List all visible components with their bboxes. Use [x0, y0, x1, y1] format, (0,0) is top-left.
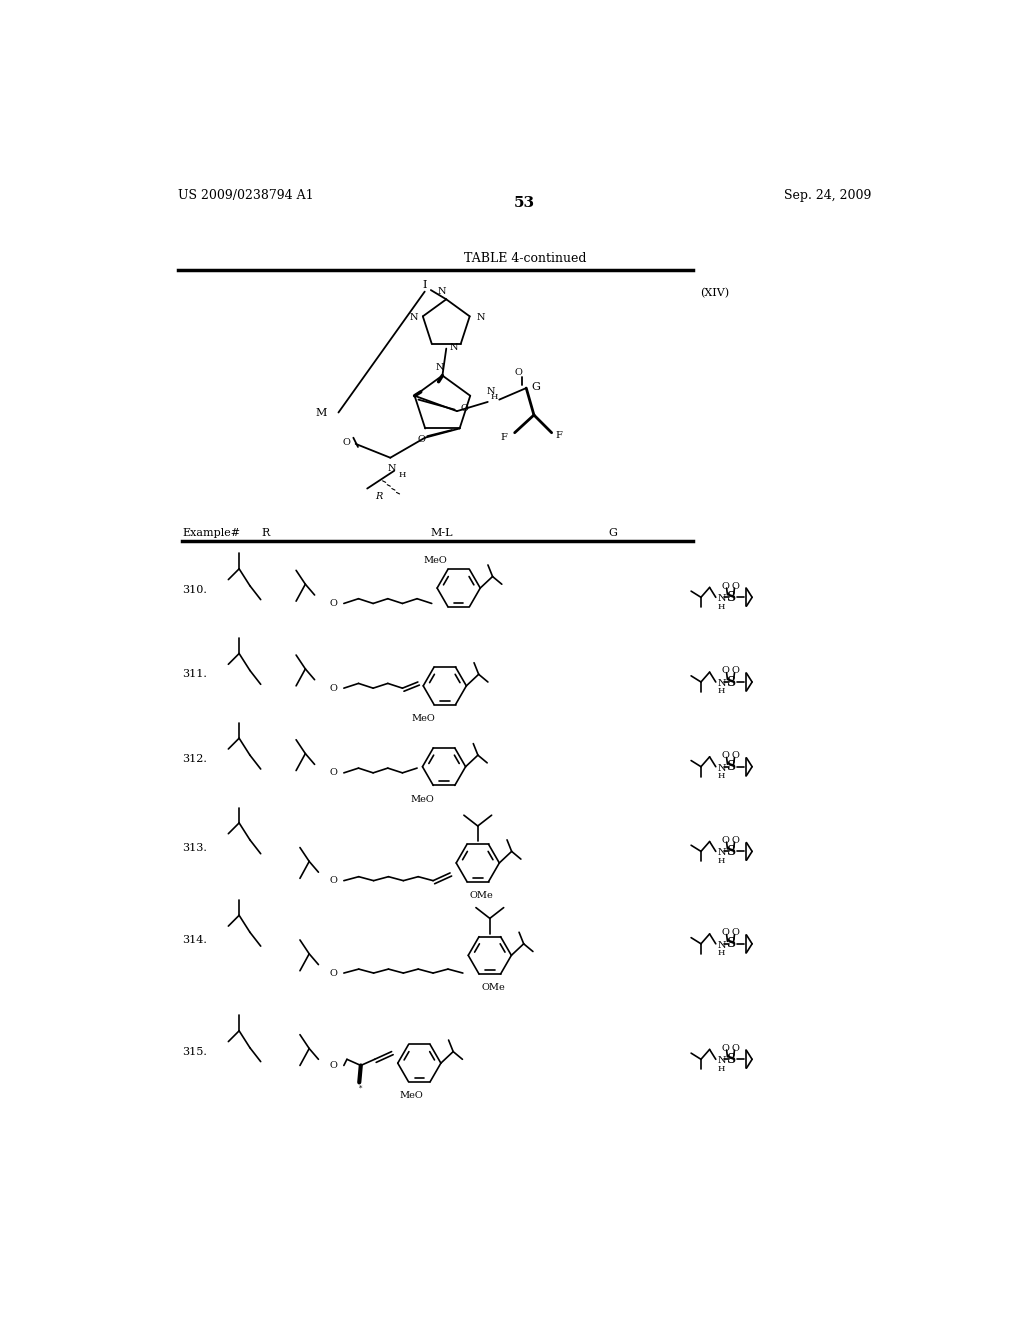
- Text: Sep. 24, 2009: Sep. 24, 2009: [784, 189, 871, 202]
- Text: O: O: [722, 1044, 729, 1053]
- Text: 310.: 310.: [182, 585, 207, 594]
- Text: H: H: [717, 1064, 725, 1073]
- Text: (XIV): (XIV): [700, 288, 729, 298]
- Text: O: O: [329, 599, 337, 609]
- Text: N: N: [435, 363, 443, 372]
- Text: OMe: OMe: [481, 983, 506, 993]
- Text: O: O: [731, 1044, 739, 1053]
- Text: O: O: [329, 969, 337, 978]
- Text: N: N: [717, 764, 726, 772]
- Text: S: S: [726, 937, 735, 950]
- Text: Example#: Example#: [182, 528, 241, 539]
- Text: M-L: M-L: [431, 528, 454, 539]
- Text: 311.: 311.: [182, 669, 207, 680]
- Text: S: S: [726, 591, 735, 603]
- Text: O: O: [329, 876, 337, 886]
- Text: O: O: [722, 667, 729, 676]
- Text: O: O: [722, 582, 729, 591]
- Text: R: R: [261, 528, 269, 539]
- Text: *: *: [359, 1085, 362, 1093]
- Text: N: N: [486, 387, 495, 396]
- Text: O: O: [731, 751, 739, 760]
- Text: S: S: [726, 845, 735, 858]
- Text: O: O: [329, 1061, 337, 1071]
- Text: H: H: [490, 393, 498, 401]
- Text: O: O: [515, 368, 522, 378]
- Text: N: N: [717, 1056, 726, 1065]
- Text: N: N: [410, 313, 418, 322]
- Text: S: S: [726, 1053, 735, 1065]
- Text: O: O: [342, 438, 350, 447]
- Text: G: G: [608, 528, 616, 539]
- Text: N: N: [717, 594, 726, 603]
- Text: N: N: [437, 288, 445, 296]
- Text: R: R: [375, 492, 382, 500]
- Text: N: N: [450, 343, 458, 351]
- Text: H: H: [398, 471, 406, 479]
- Text: 312.: 312.: [182, 754, 207, 764]
- Text: TABLE 4-continued: TABLE 4-continued: [464, 252, 586, 265]
- Text: S: S: [726, 676, 735, 689]
- Text: H: H: [717, 949, 725, 957]
- Text: O: O: [417, 434, 425, 444]
- Text: H: H: [717, 772, 725, 780]
- Text: O: O: [722, 928, 729, 937]
- Text: N: N: [717, 678, 726, 688]
- Text: O: O: [329, 768, 337, 777]
- Text: O: O: [731, 836, 739, 845]
- Text: G: G: [531, 381, 541, 392]
- Text: N: N: [477, 313, 485, 322]
- Text: O: O: [329, 684, 337, 693]
- Text: 314.: 314.: [182, 935, 207, 945]
- Text: O: O: [731, 667, 739, 676]
- Text: US 2009/0238794 A1: US 2009/0238794 A1: [178, 189, 314, 202]
- Text: N: N: [717, 941, 726, 950]
- Text: MeO: MeO: [412, 714, 435, 722]
- Text: O: O: [722, 836, 729, 845]
- Text: OMe: OMe: [470, 891, 494, 900]
- Text: MeO: MeO: [411, 795, 434, 804]
- Text: 53: 53: [514, 197, 536, 210]
- Text: F: F: [500, 433, 507, 442]
- Text: O: O: [731, 928, 739, 937]
- Text: I: I: [423, 280, 427, 290]
- Text: 315.: 315.: [182, 1047, 207, 1056]
- Text: M: M: [315, 408, 327, 417]
- Text: N: N: [717, 849, 726, 858]
- Text: N: N: [388, 465, 396, 473]
- Text: F: F: [555, 432, 562, 441]
- Text: H: H: [717, 602, 725, 611]
- Text: O: O: [722, 751, 729, 760]
- Text: S: S: [726, 760, 735, 774]
- Text: O: O: [731, 582, 739, 591]
- Text: MeO: MeO: [399, 1092, 424, 1100]
- Text: H: H: [717, 688, 725, 696]
- Text: MeO: MeO: [424, 556, 447, 565]
- Text: 313.: 313.: [182, 842, 207, 853]
- Text: H: H: [717, 857, 725, 865]
- Text: O: O: [461, 404, 469, 413]
